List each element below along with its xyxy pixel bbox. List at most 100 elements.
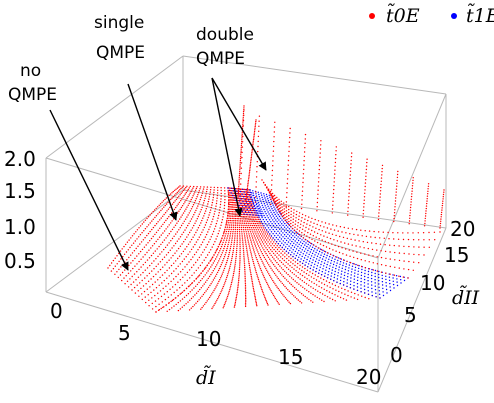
red-surface-inner-point — [146, 267, 149, 269]
red-surface-outer-point — [228, 226, 231, 228]
blue-surface-point — [280, 238, 283, 240]
red-surface-outer-point — [344, 288, 346, 291]
blue-surface-point — [317, 262, 319, 264]
blue-surface-point — [374, 272, 376, 275]
blue-surface-point — [272, 219, 274, 221]
red-surface-inner-point — [171, 197, 173, 199]
blue-surface-point — [270, 221, 272, 223]
red-surface-inner-point — [179, 263, 181, 265]
red-surface-inner-point — [187, 214, 189, 216]
red-surface-edge-point — [327, 242, 330, 244]
red-wall-point — [256, 166, 258, 168]
red-surface-outer-point — [244, 200, 247, 202]
red-surface-outer-point — [318, 285, 320, 288]
red-surface-edge-point — [278, 205, 280, 207]
red-surface-outer-point — [223, 258, 225, 260]
red-surface-outer-point — [331, 298, 334, 301]
red-surface-inner-point — [123, 277, 125, 279]
red-surface-edge-point — [321, 221, 323, 223]
red-surface-outer-point — [218, 252, 220, 254]
red-surface-outer-point — [232, 249, 234, 252]
blue-surface-point — [353, 278, 355, 280]
red-surface-outer-point — [271, 256, 274, 258]
blue-surface-point — [396, 281, 398, 283]
blue-surface-point — [289, 243, 292, 245]
red-surface-edge-point — [276, 199, 279, 201]
blue-surface-point — [361, 268, 363, 271]
red-surface-edge-point — [351, 244, 353, 246]
red-surface-outer-point — [279, 291, 282, 293]
red-surface-outer-point — [338, 290, 340, 293]
red-surface-inner-point — [110, 270, 113, 272]
red-wall-point — [334, 161, 337, 164]
red-surface-edge-point — [268, 188, 270, 190]
red-cusp-point — [250, 155, 253, 157]
blue-surface-point — [342, 284, 345, 286]
blue-surface-point — [312, 269, 314, 271]
y-tick-label: 15 — [444, 243, 469, 267]
red-surface-outer-point — [236, 239, 238, 241]
blue-surface-point — [293, 253, 295, 255]
blue-surface-point — [288, 231, 291, 233]
red-surface-outer-point — [235, 259, 237, 261]
red-surface-outer-point — [234, 220, 237, 222]
red-surface-inner-point — [201, 241, 204, 243]
red-surface-outer-point — [252, 205, 254, 207]
red-surface-outer-point — [223, 247, 225, 250]
blue-surface-point — [302, 260, 305, 262]
red-surface-outer-point — [199, 297, 202, 299]
red-surface-inner-point — [212, 218, 214, 220]
blue-surface-point — [350, 274, 352, 276]
red-surface-inner-point — [185, 186, 187, 189]
blue-surface-point — [303, 240, 305, 243]
red-surface-inner-point — [179, 208, 181, 211]
red-surface-inner-point — [205, 208, 207, 210]
red-wall-point — [258, 130, 260, 132]
red-surface-outer-point — [229, 196, 231, 199]
red-surface-outer-point — [221, 287, 224, 289]
red-surface-outer-point — [222, 260, 224, 262]
blue-surface-point — [378, 290, 380, 292]
red-surface-inner-point — [175, 206, 177, 209]
red-surface-outer-point — [254, 227, 256, 229]
red-surface-outer-point — [228, 213, 231, 215]
red-surface-edge-point — [364, 230, 366, 232]
red-wall-point — [364, 182, 367, 184]
red-surface-outer-point — [289, 265, 291, 267]
red-surface-inner-point — [207, 203, 209, 205]
red-surface-outer-point — [244, 209, 246, 211]
red-surface-outer-point — [265, 231, 267, 233]
red-wall-point — [442, 196, 444, 198]
red-surface-edge-point — [305, 226, 307, 229]
red-wall-point — [320, 144, 322, 146]
red-surface-inner-point — [146, 226, 148, 228]
red-surface-outer-point — [254, 237, 256, 239]
red-surface-inner-point — [157, 298, 160, 300]
red-surface-outer-point — [242, 226, 245, 229]
red-surface-outer-point — [234, 204, 236, 206]
red-surface-inner-point — [163, 256, 166, 258]
red-surface-edge-point — [331, 233, 334, 235]
red-surface-inner-point — [162, 266, 164, 268]
blue-surface-point — [315, 267, 318, 270]
red-surface-inner-point — [186, 271, 189, 274]
red-surface-outer-point — [244, 277, 246, 280]
red-surface-inner-point — [159, 219, 161, 221]
red-surface-outer-point — [185, 303, 187, 305]
red-surface-outer-point — [265, 247, 267, 249]
red-surface-inner-point — [136, 263, 138, 265]
red-surface-outer-point — [274, 297, 277, 300]
blue-surface-point — [271, 223, 273, 225]
red-surface-outer-point — [229, 203, 231, 206]
red-surface-outer-point — [241, 231, 243, 233]
red-surface-edge-point — [345, 254, 348, 256]
red-surface-inner-point — [138, 268, 140, 271]
red-surface-outer-point — [313, 277, 315, 280]
blue-surface-point — [364, 272, 366, 275]
blue-surface-top-point — [241, 193, 243, 195]
red-surface-inner-point — [191, 274, 193, 277]
red-surface-outer-point — [249, 247, 251, 249]
blue-surface-point — [323, 275, 326, 277]
red-cusp-point — [248, 171, 251, 173]
red-surface-inner-point — [167, 296, 170, 298]
